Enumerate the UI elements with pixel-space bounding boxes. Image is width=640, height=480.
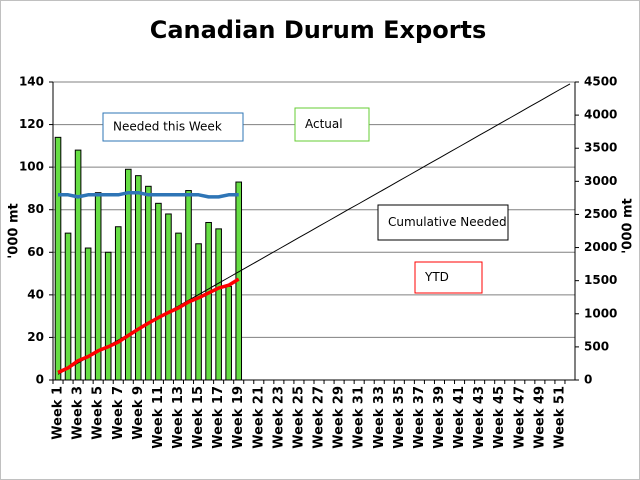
x-tick-label: Week 17	[211, 386, 226, 449]
x-tick-label: Week 39	[432, 386, 447, 449]
y2-tick-label: 3500	[584, 141, 617, 155]
y2-tick-label: 1000	[584, 306, 617, 320]
bar	[165, 213, 172, 381]
legend-box	[414, 261, 483, 294]
bar	[114, 226, 122, 381]
line	[58, 190, 239, 199]
y-tick-label: 140	[19, 75, 44, 89]
x-tick-label: Week 37	[412, 386, 427, 449]
y-tick-label: 120	[19, 117, 44, 131]
x-tick-label: Week 23	[271, 386, 286, 449]
x-tick-label: Week 27	[312, 386, 327, 449]
bar	[145, 185, 152, 381]
x-tick-label: Week 5	[91, 386, 106, 440]
y2-tick-label: 2500	[584, 207, 617, 221]
x-tick-label: Week 9	[131, 386, 146, 440]
x-tick-label: Week 33	[372, 386, 387, 449]
y-tick-label: 60	[27, 245, 44, 259]
y2-tick-label: 4500	[584, 75, 617, 89]
x-tick-label: Week 29	[332, 386, 347, 449]
bar	[104, 251, 112, 381]
y-tick-label: 0	[36, 373, 44, 387]
bar	[54, 136, 62, 381]
y2-tick-label: 1500	[584, 273, 617, 287]
y2-tick-label: 2000	[584, 240, 617, 254]
legend-label: Needed this Week	[113, 120, 222, 134]
legend-box	[377, 204, 509, 241]
x-tick-label: Week 19	[231, 386, 246, 449]
x-tick-label: Week 45	[492, 386, 507, 449]
bar	[185, 190, 192, 381]
legend-label: Actual	[305, 117, 343, 131]
x-tick-label: Week 11	[151, 386, 166, 449]
y2-tick-label: 4000	[584, 108, 617, 122]
x-tick-label: Week 21	[251, 386, 266, 449]
bar	[195, 243, 202, 381]
bar	[215, 228, 222, 381]
bar	[135, 175, 142, 381]
y2-axis-label: '000 mt	[621, 198, 636, 253]
x-tick-label: Week 35	[392, 386, 407, 449]
x-tick-label: Week 3	[71, 386, 86, 440]
x-tick-label: Week 49	[532, 386, 547, 449]
y-tick-label: 100	[19, 160, 44, 174]
bar	[94, 192, 102, 381]
y-tick-label: 20	[27, 330, 44, 344]
x-tick-label: Week 47	[512, 386, 527, 449]
bar	[155, 202, 162, 381]
bar	[74, 149, 82, 381]
y-tick-label: 80	[27, 202, 44, 216]
x-tick-label: Week 13	[171, 386, 186, 449]
legend-box	[294, 107, 370, 142]
chart-title: Canadian Durum Exports	[150, 16, 487, 44]
y-axis-label: '000 mt	[7, 203, 22, 258]
bar	[225, 285, 232, 381]
bar	[205, 221, 212, 381]
bar	[64, 232, 72, 381]
x-tick-label: Week 25	[291, 386, 306, 449]
y2-tick-label: 500	[584, 339, 609, 353]
bar	[124, 168, 132, 381]
x-tick-label: Week 41	[452, 386, 467, 449]
line	[57, 277, 240, 375]
y-tick-label: 40	[27, 287, 44, 301]
x-tick-label: Week 7	[111, 386, 126, 440]
legend-box	[102, 112, 244, 142]
bar	[84, 247, 92, 381]
legend-label: Cumulative Needed	[388, 215, 507, 229]
x-tick-label: Week 31	[352, 386, 367, 449]
x-tick-label: Week 15	[191, 386, 206, 449]
legend-label: YTD	[424, 270, 449, 284]
x-tick-label: Week 43	[472, 386, 487, 449]
y2-tick-label: 3000	[584, 174, 617, 188]
y2-tick-label: 0	[584, 373, 592, 387]
x-tick-label: Week 51	[552, 386, 567, 449]
x-tick-label: Week 1	[51, 386, 66, 440]
